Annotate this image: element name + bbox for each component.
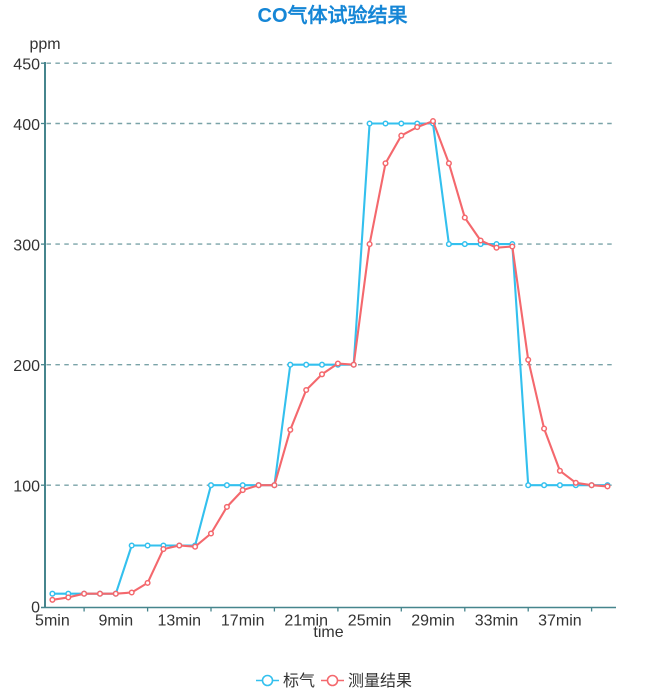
- svg-text:37min: 37min: [538, 613, 582, 630]
- svg-text:9min: 9min: [98, 613, 133, 630]
- svg-text:200: 200: [13, 358, 40, 375]
- svg-text:100: 100: [13, 479, 40, 496]
- svg-text:33min: 33min: [475, 613, 519, 630]
- svg-text:25min: 25min: [348, 613, 392, 630]
- svg-text:0: 0: [31, 599, 40, 616]
- svg-text:29min: 29min: [411, 613, 455, 630]
- svg-text:5min: 5min: [35, 613, 70, 630]
- svg-text:CO气体试验结果: CO气体试验结果: [258, 3, 408, 27]
- svg-text:测量结果: 测量结果: [348, 672, 412, 690]
- svg-text:标气: 标气: [283, 672, 315, 690]
- svg-text:400: 400: [13, 117, 40, 134]
- svg-text:ppm: ppm: [29, 36, 60, 53]
- svg-text:time: time: [313, 624, 343, 641]
- svg-text:17min: 17min: [221, 613, 265, 630]
- svg-text:300: 300: [13, 238, 40, 255]
- svg-text:21min: 21min: [284, 613, 328, 630]
- svg-text:13min: 13min: [158, 613, 202, 630]
- svg-text:450: 450: [13, 57, 40, 74]
